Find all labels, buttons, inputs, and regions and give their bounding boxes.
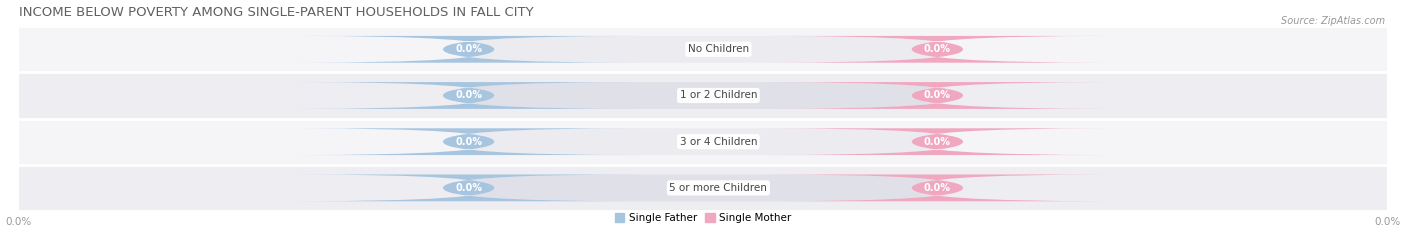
Bar xyxy=(18,165,1388,211)
Text: 5 or more Children: 5 or more Children xyxy=(669,183,768,193)
FancyBboxPatch shape xyxy=(443,36,963,63)
Bar xyxy=(18,72,1388,119)
FancyBboxPatch shape xyxy=(295,82,641,109)
Text: 0.0%: 0.0% xyxy=(924,44,950,54)
Text: 0.0%: 0.0% xyxy=(924,137,950,147)
Text: 0.0%: 0.0% xyxy=(924,183,950,193)
FancyBboxPatch shape xyxy=(765,175,1111,201)
FancyBboxPatch shape xyxy=(765,36,1111,63)
FancyBboxPatch shape xyxy=(443,82,963,109)
Text: 1 or 2 Children: 1 or 2 Children xyxy=(679,90,758,100)
Text: 0.0%: 0.0% xyxy=(456,90,482,100)
FancyBboxPatch shape xyxy=(765,82,1111,109)
Text: 0.0%: 0.0% xyxy=(456,137,482,147)
Text: 3 or 4 Children: 3 or 4 Children xyxy=(679,137,758,147)
Text: INCOME BELOW POVERTY AMONG SINGLE-PARENT HOUSEHOLDS IN FALL CITY: INCOME BELOW POVERTY AMONG SINGLE-PARENT… xyxy=(18,6,533,19)
Text: No Children: No Children xyxy=(688,44,749,54)
Bar xyxy=(18,119,1388,165)
Text: 0.0%: 0.0% xyxy=(456,183,482,193)
FancyBboxPatch shape xyxy=(295,128,641,155)
FancyBboxPatch shape xyxy=(295,175,641,201)
Text: Source: ZipAtlas.com: Source: ZipAtlas.com xyxy=(1281,16,1385,26)
FancyBboxPatch shape xyxy=(443,175,963,201)
Bar xyxy=(18,26,1388,72)
Text: 0.0%: 0.0% xyxy=(924,90,950,100)
Text: 0.0%: 0.0% xyxy=(456,44,482,54)
FancyBboxPatch shape xyxy=(443,128,963,155)
FancyBboxPatch shape xyxy=(765,128,1111,155)
FancyBboxPatch shape xyxy=(295,36,641,63)
Legend: Single Father, Single Mother: Single Father, Single Mother xyxy=(614,213,792,223)
